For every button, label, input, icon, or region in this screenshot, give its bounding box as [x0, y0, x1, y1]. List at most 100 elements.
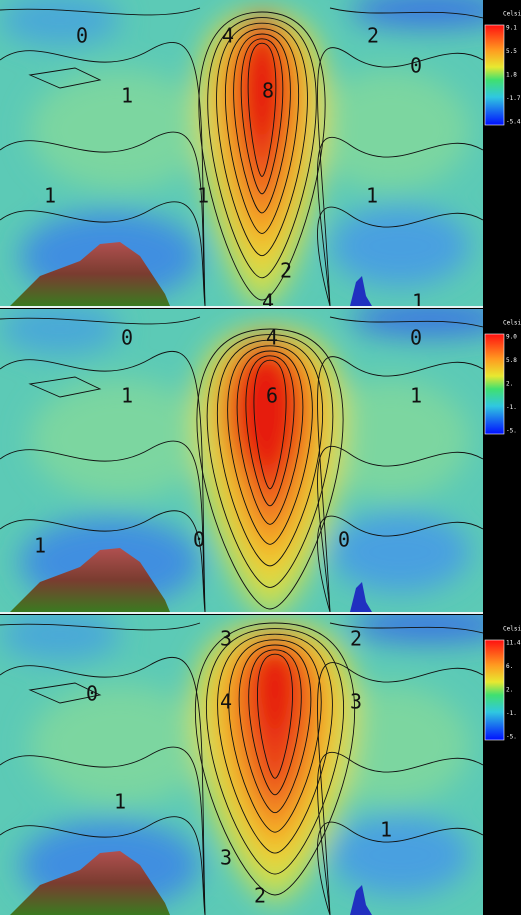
heatmap: 0 4 0 1 6 1 0 0 1	[0, 309, 483, 612]
contour-label: 3	[220, 627, 232, 651]
contours	[0, 316, 483, 612]
contour-line	[0, 510, 206, 612]
contour-label: 4	[266, 326, 278, 350]
mountain	[10, 242, 170, 306]
colorbar-tick-label: 9.0	[506, 334, 517, 341]
colorbar	[484, 24, 505, 126]
contour-label: 4	[220, 690, 232, 714]
colorbar	[484, 639, 505, 741]
contour-line	[245, 355, 295, 507]
warm-patch	[30, 379, 210, 499]
contour-line	[317, 137, 483, 306]
plume-core	[234, 15, 290, 155]
mountain	[10, 851, 170, 915]
contour-line	[247, 42, 277, 177]
contour-label: 2	[280, 259, 292, 283]
cold-patch	[330, 512, 470, 592]
contour-line	[206, 628, 344, 875]
contour-line	[329, 316, 483, 328]
warm-patch	[310, 379, 470, 499]
contour-label: 1	[412, 290, 424, 314]
contour-line	[257, 653, 293, 779]
contour-label: 1	[44, 184, 56, 208]
colorbar-tick-label: -5.	[506, 428, 517, 435]
peak	[350, 276, 372, 306]
contour-line	[216, 22, 308, 257]
colorbar-tick-label: 5.8	[506, 357, 517, 364]
contour-line	[0, 41, 206, 306]
contour-label: 6	[266, 384, 278, 408]
plume-core	[225, 339, 305, 479]
warm-patch	[30, 685, 210, 805]
contour-label: 0	[121, 326, 133, 350]
contour-line	[0, 350, 206, 612]
colorbar-tick-label: -5.	[506, 734, 517, 741]
cold-patch	[350, 0, 483, 28]
contour-label: 2	[254, 884, 266, 908]
plume-core	[247, 635, 303, 735]
contour-line	[236, 350, 304, 525]
contour-line	[0, 7, 201, 16]
colorbar-title: Celsi	[503, 320, 521, 327]
contour-line	[217, 339, 323, 567]
contour-label: 2	[350, 627, 362, 651]
contour-line	[253, 359, 287, 490]
colorbar-title: Celsi	[503, 626, 521, 633]
contour-line	[207, 17, 317, 279]
contour-line	[317, 446, 483, 612]
contour-label: 3	[220, 846, 232, 870]
colorbar-tick-label: 6.	[506, 663, 513, 670]
contour-label: 8	[262, 79, 274, 103]
contour-label: 4	[262, 290, 274, 314]
contour-line	[28, 67, 102, 89]
contour-line	[0, 201, 206, 306]
contour-label: 0	[76, 24, 88, 48]
colorbar-tick-label: 1.8	[506, 72, 517, 79]
contour-label: 1	[121, 84, 133, 108]
contour-line	[206, 334, 334, 588]
contour-label: 1	[121, 384, 133, 408]
contour-line	[0, 816, 206, 915]
contour-line	[317, 206, 483, 306]
contour-line	[317, 752, 483, 915]
field-blend	[0, 0, 483, 306]
contour-label: 2	[367, 24, 379, 48]
contour-label: 1	[34, 534, 46, 558]
separator	[0, 306, 483, 308]
contour-label: 0	[410, 326, 422, 350]
mountain	[10, 548, 170, 612]
panel: 0 4 0 1 6 1 0 0 1 Celsi 9.0 5.8 2. -1. -5.	[0, 309, 521, 612]
colorbar-title: Celsi	[503, 11, 521, 18]
contour-label: 1	[366, 184, 378, 208]
contour-line	[240, 38, 284, 195]
contour-line	[317, 821, 483, 915]
contour-label: 1	[197, 184, 209, 208]
contour-line	[0, 316, 201, 325]
contour-label: 1	[114, 790, 126, 814]
warm-patch	[30, 70, 210, 190]
peak	[350, 885, 372, 915]
contour-line	[28, 682, 102, 704]
contour-label: 3	[350, 690, 362, 714]
contour-line	[0, 622, 201, 631]
colorbar-tick-label: 9.1	[506, 25, 517, 32]
contour-line	[248, 649, 302, 796]
separator	[0, 612, 483, 614]
contour-line	[238, 644, 312, 814]
colorbar-tick-label: -1.7	[506, 95, 521, 102]
heatmap: 0 4 21 801 1 124 1	[0, 0, 483, 314]
contour-line	[233, 33, 291, 214]
contour-line	[0, 440, 206, 612]
field-blend	[0, 309, 483, 612]
cold-patch	[0, 309, 120, 354]
colorbar-tick-label: -1.	[506, 710, 517, 717]
contour-label: 0	[338, 528, 350, 552]
contour-label: 0	[86, 682, 98, 706]
colorbar-tick-label: 2.	[506, 381, 513, 388]
contour-line	[317, 662, 483, 915]
contour-label: 4	[222, 24, 234, 48]
